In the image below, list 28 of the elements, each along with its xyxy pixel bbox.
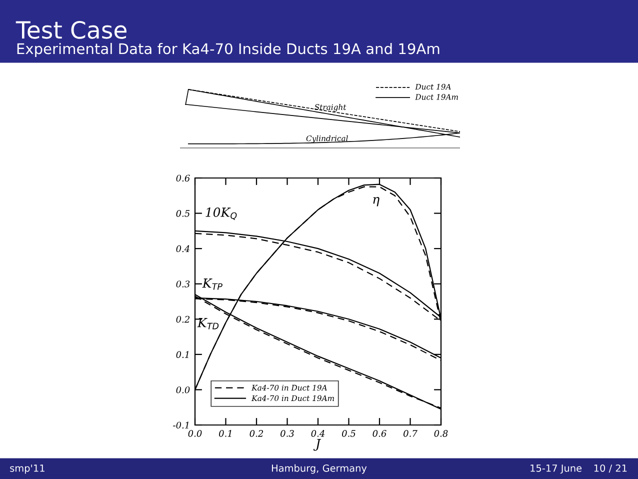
- chart-subtitle: Experimental Data for Ka4-70 Inside Ducts 19A and 19Am: [17, 42, 440, 58]
- x-tick-label: 0.3: [280, 430, 294, 437]
- chart-title: Test Case: [16, 20, 126, 39]
- x-tick-label: 0.6: [372, 430, 386, 437]
- x-tick-label: 0.5: [342, 430, 356, 437]
- y-tick-label: 0.5: [176, 210, 190, 217]
- y-tick-label: 0.6: [176, 174, 190, 182]
- x-tick-label: 0.4: [311, 430, 325, 437]
- y-tick-label: 0.0: [176, 386, 190, 394]
- x-tick-label: 0.0: [188, 430, 202, 437]
- x-tick-label: 0.8: [434, 430, 448, 437]
- y-tick-label: 0.3: [176, 280, 190, 288]
- annotation: K$_{TP}$: [202, 278, 222, 290]
- x-tick-label: 0.1: [219, 430, 232, 437]
- y-tick-label: 0.2: [176, 316, 190, 323]
- x-axis-title: J: [313, 438, 322, 451]
- annotation: K$_{TD}$: [197, 318, 219, 330]
- y-tick-label: 0.4: [176, 245, 190, 252]
- y-tick-label: -0.1: [173, 422, 188, 429]
- annotation: η: [373, 197, 380, 206]
- text: 10 / 21: [594, 464, 627, 473]
- annotation: 10K$_{Q}$: [206, 208, 237, 220]
- text: smp'11: [10, 464, 44, 474]
- x-tick-label: 0.7: [404, 430, 418, 437]
- text: Hamburg, Germany: [272, 464, 367, 474]
- text: 15-17 June: [530, 464, 582, 474]
- x-tick-label: 0.2: [250, 430, 264, 437]
- y-tick-label: 0.1: [176, 351, 188, 358]
